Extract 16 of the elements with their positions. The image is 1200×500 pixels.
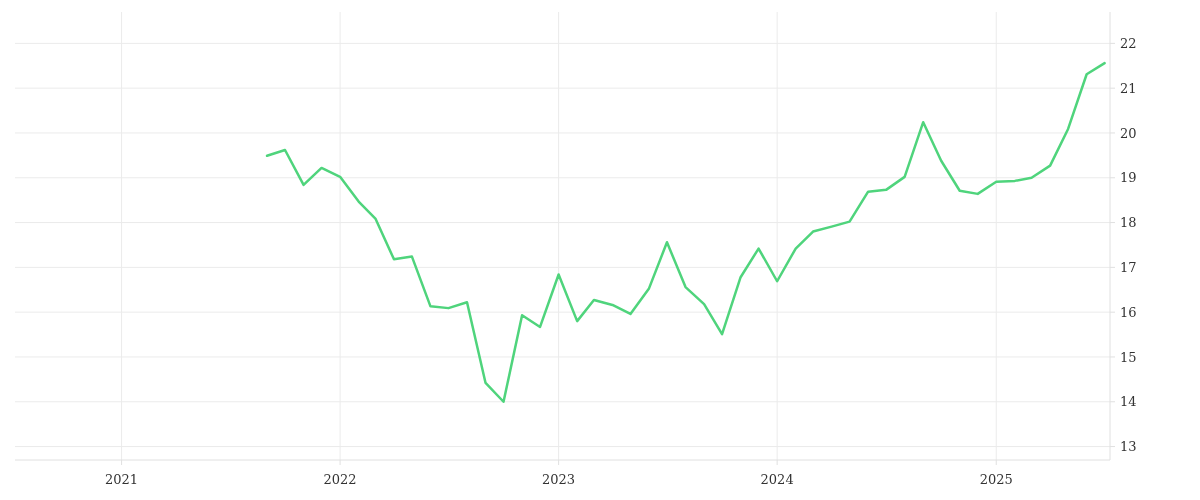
y-tick-label: 21 xyxy=(1120,80,1137,96)
y-tick-label: 22 xyxy=(1120,35,1137,51)
x-tick-label: 2024 xyxy=(760,472,794,487)
y-tick-label: 16 xyxy=(1120,304,1137,320)
y-tick-label: 18 xyxy=(1120,215,1137,231)
y-tick-label: 15 xyxy=(1120,349,1137,365)
x-tick-label: 2023 xyxy=(542,472,576,487)
x-tick-label: 2021 xyxy=(105,472,139,487)
x-tick-label: 2025 xyxy=(979,472,1013,487)
line-series xyxy=(265,61,1106,404)
y-tick-label: 20 xyxy=(1120,125,1137,141)
x-tick-label: 2022 xyxy=(323,472,357,487)
y-tick-label: 17 xyxy=(1120,259,1137,275)
y-tick-label: 19 xyxy=(1120,170,1137,186)
y-tick-label: 13 xyxy=(1120,439,1137,455)
y-tick-label: 14 xyxy=(1120,394,1137,410)
